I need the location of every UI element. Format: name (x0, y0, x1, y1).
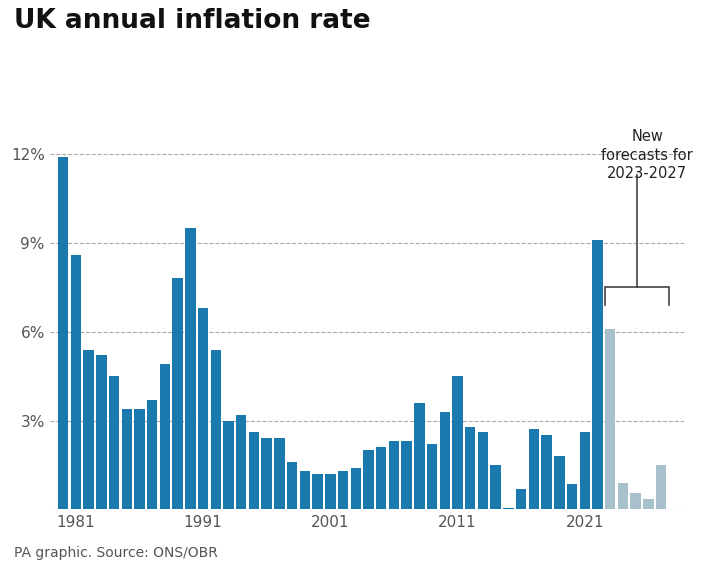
Bar (631, 493, 641, 509)
Bar (338, 471, 348, 509)
Text: New
forecasts for
2023-2027: New forecasts for 2023-2027 (601, 129, 693, 181)
Bar (478, 432, 488, 509)
Text: PA graphic. Source: ONS/OBR: PA graphic. Source: ONS/OBR (14, 546, 218, 560)
Bar (567, 484, 577, 509)
Bar (198, 308, 208, 509)
Bar (376, 447, 387, 509)
Bar (364, 450, 374, 509)
Bar (160, 365, 170, 509)
Bar (554, 456, 564, 509)
Bar (516, 488, 526, 509)
Bar (185, 228, 196, 509)
Bar (452, 376, 463, 509)
Bar (541, 435, 552, 509)
Bar (427, 444, 437, 509)
Bar (490, 465, 501, 509)
Bar (389, 441, 399, 509)
Bar (503, 508, 513, 509)
Bar (261, 438, 272, 509)
Bar (287, 462, 297, 509)
Bar (109, 376, 120, 509)
Bar (96, 355, 107, 509)
Bar (402, 441, 412, 509)
Bar (147, 400, 158, 509)
Bar (414, 403, 425, 509)
Bar (656, 465, 666, 509)
Bar (274, 438, 284, 509)
Bar (300, 471, 310, 509)
Bar (84, 350, 94, 509)
Bar (223, 421, 234, 509)
Bar (248, 432, 259, 509)
Bar (528, 430, 539, 509)
Bar (593, 240, 603, 509)
Bar (58, 157, 68, 509)
Bar (580, 432, 590, 509)
Bar (122, 409, 132, 509)
Bar (71, 255, 81, 509)
Bar (643, 499, 654, 509)
Bar (312, 474, 323, 509)
Bar (172, 278, 183, 509)
Bar (440, 411, 450, 509)
Bar (210, 350, 221, 509)
Bar (325, 474, 336, 509)
Text: UK annual inflation rate: UK annual inflation rate (14, 8, 371, 35)
Bar (605, 329, 616, 509)
Bar (465, 427, 475, 509)
Bar (134, 409, 145, 509)
Bar (236, 415, 246, 509)
Bar (351, 468, 361, 509)
Bar (618, 483, 628, 509)
